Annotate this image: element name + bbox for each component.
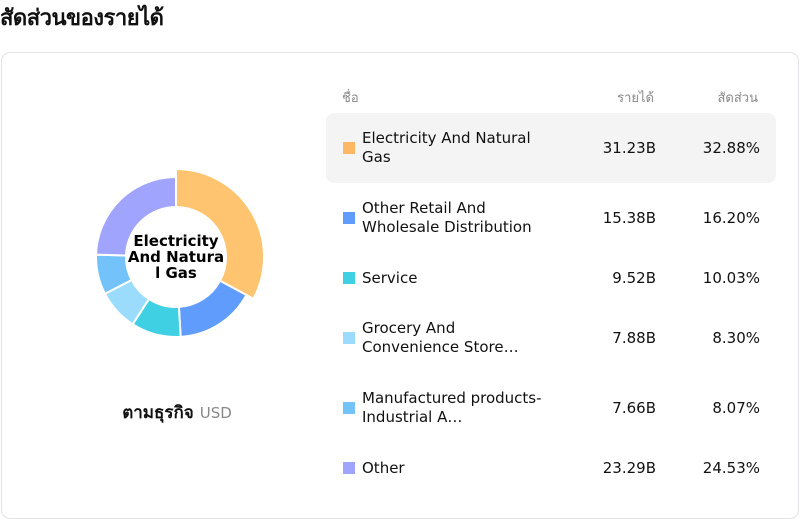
donut-center-label: Electricity And Natural Gas (127, 232, 225, 282)
segment-selector[interactable]: ตามธุรกิจ USD (2, 399, 352, 426)
row-name: Service (362, 268, 418, 287)
color-swatch (343, 272, 355, 284)
row-revenue: 31.23B (602, 139, 656, 157)
segment-by-label: ตามธุรกิจ (122, 403, 194, 423)
row-revenue: 7.88B (612, 329, 656, 347)
table-row[interactable]: Grocery And Convenience Store… 7.88B 8.3… (326, 303, 776, 373)
donut-chart[interactable] (2, 53, 352, 383)
donut-slice[interactable] (177, 279, 248, 338)
table-row[interactable]: Manufactured products-Industrial A… 7.66… (326, 373, 776, 443)
donut-slice[interactable] (175, 167, 265, 301)
color-swatch (343, 402, 355, 414)
table-row[interactable]: Service 9.52B 10.03% (326, 253, 776, 303)
row-revenue: 9.52B (612, 269, 656, 287)
currency-label: USD (199, 404, 232, 422)
row-name: Manufactured products-Industrial A… (362, 389, 542, 426)
row-name: Electricity And Natural Gas (362, 129, 531, 166)
color-swatch (343, 212, 355, 224)
donut-slice[interactable] (95, 175, 177, 257)
table-row[interactable]: Electricity And Natural Gas 31.23B 32.88… (326, 113, 776, 183)
color-swatch (343, 462, 355, 474)
row-share: 32.88% (702, 139, 760, 157)
row-revenue: 23.29B (602, 459, 656, 477)
row-name: Other (362, 458, 405, 477)
color-swatch (343, 142, 355, 154)
table-row[interactable]: Other 23.29B 24.53% (326, 443, 776, 493)
row-share: 8.07% (712, 399, 760, 417)
revenue-breakdown-card: Electricity And Natural Gas ตามธุรกิจ USD… (1, 52, 799, 519)
row-revenue: 15.38B (602, 209, 656, 227)
header-name: ชื่อ (342, 91, 359, 106)
header-share: สัดส่วน (717, 91, 759, 106)
table-row[interactable]: Other Retail And Wholesale Distribution … (326, 183, 776, 253)
row-share: 10.03% (702, 269, 760, 287)
row-share: 16.20% (702, 209, 760, 227)
page-title: สัดส่วนของรายได้ (0, 6, 164, 31)
row-revenue: 7.66B (612, 399, 656, 417)
row-share: 24.53% (702, 459, 760, 477)
row-name: Other Retail And Wholesale Distribution (362, 199, 532, 236)
color-swatch (343, 332, 355, 344)
header-revenue: รายได้ (617, 91, 654, 106)
row-share: 8.30% (712, 329, 760, 347)
row-name: Grocery And Convenience Store… (362, 319, 519, 356)
